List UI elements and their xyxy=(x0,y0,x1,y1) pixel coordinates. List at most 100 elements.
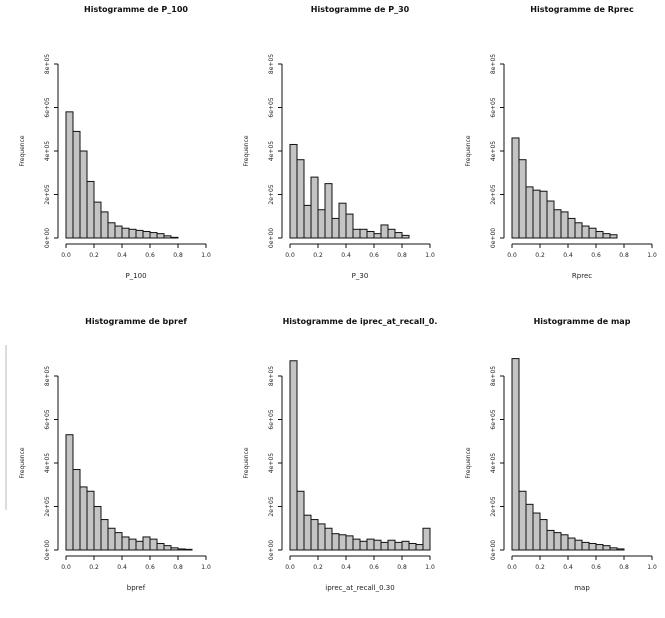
x-tick-label: 0.8 xyxy=(619,252,629,259)
histogram-bar xyxy=(72,130,81,239)
histogram-bar xyxy=(86,180,95,239)
x-tick-label: 0.0 xyxy=(61,252,71,259)
histogram-bar xyxy=(581,225,590,239)
histogram-panel-2: Histogramme de P_30 0.0 0.2 0.4 0.6 0.8 1.0 P_3… xyxy=(243,5,435,280)
histogram-bar xyxy=(303,204,312,239)
histogram-bar xyxy=(177,548,186,551)
y-tick-label: 8e+05 xyxy=(490,54,497,74)
histogram-bar xyxy=(86,490,95,551)
chart-title: Histogramme de map xyxy=(534,317,631,326)
x-tick-label: 0.8 xyxy=(397,252,407,259)
y-tick-label: 6e+05 xyxy=(490,409,497,429)
histogram-bar xyxy=(352,228,361,239)
y-tick-label: 4e+05 xyxy=(268,141,275,161)
histogram-bar xyxy=(518,159,527,239)
x-tick-label: 0.4 xyxy=(341,252,351,259)
y-tick-label: 2e+05 xyxy=(490,184,497,204)
x-tick-label: 1.0 xyxy=(425,252,435,259)
y-axis-label: Frequence xyxy=(19,135,26,166)
x-tick-label: 0.2 xyxy=(313,252,323,259)
y-tick-label: 8e+05 xyxy=(268,54,275,74)
histogram-bar xyxy=(602,545,611,551)
x-tick-label: 0.4 xyxy=(117,252,127,259)
histogram-bar xyxy=(310,519,319,551)
histogram-bar xyxy=(128,538,137,551)
histogram-bar xyxy=(546,529,555,551)
chart-title: Histogramme de P_100 xyxy=(84,5,188,14)
histogram-bar xyxy=(602,233,611,239)
histogram-bar xyxy=(546,200,555,239)
y-tick-label: 0e+00 xyxy=(490,228,497,248)
histogram-bar xyxy=(149,232,158,239)
histogram-bar xyxy=(135,540,144,551)
histogram-bar xyxy=(553,532,562,551)
histogram-bar xyxy=(380,541,389,551)
y-tick-label: 4e+05 xyxy=(490,141,497,161)
histogram-bar xyxy=(114,532,123,551)
histogram-bar xyxy=(303,514,312,551)
histogram-bar xyxy=(609,547,618,551)
histogram-bar xyxy=(121,536,130,551)
histogram-bar xyxy=(574,222,583,239)
histogram-bar xyxy=(107,222,116,239)
histogram-bar xyxy=(352,538,361,551)
y-tick-label: 8e+05 xyxy=(44,366,51,386)
histogram-bar xyxy=(65,111,74,239)
histogram-bar xyxy=(560,211,569,239)
histogram-bar xyxy=(616,548,625,551)
histogram-bar xyxy=(415,544,424,551)
histogram-bar xyxy=(525,186,534,239)
histogram-bar xyxy=(366,230,375,239)
histogram-bar xyxy=(65,434,74,551)
histogram-bar xyxy=(560,534,569,551)
histogram-bar xyxy=(121,227,130,239)
histogram-bar xyxy=(588,227,597,239)
x-tick-label: 1.0 xyxy=(647,252,657,259)
histogram-bar xyxy=(149,538,158,551)
x-tick-label: 0.8 xyxy=(173,252,183,259)
x-tick-label: 0.6 xyxy=(591,252,601,259)
y-tick-label: 0e+00 xyxy=(490,540,497,560)
histogram-bar xyxy=(595,544,604,551)
y-axis-label: Frequence xyxy=(243,135,250,166)
histogram-bar xyxy=(100,211,109,239)
histogram-bar xyxy=(324,183,333,239)
histogram-bar xyxy=(317,209,326,239)
histogram-bar xyxy=(79,150,88,239)
histogram-bar xyxy=(366,538,375,551)
y-tick-label: 8e+05 xyxy=(268,366,275,386)
histogram-bar xyxy=(289,143,298,239)
chart-title: Histogramme de bpref xyxy=(85,317,187,326)
histogram-bar xyxy=(539,190,548,239)
y-tick-label: 2e+05 xyxy=(268,496,275,516)
x-tick-label: 0.0 xyxy=(285,252,295,259)
y-axis-label: Frequence xyxy=(19,447,26,478)
y-tick-label: 2e+05 xyxy=(44,184,51,204)
x-tick-label: 0.6 xyxy=(369,252,379,259)
y-tick-label: 2e+05 xyxy=(490,496,497,516)
x-tick-label: 0.2 xyxy=(535,564,545,571)
x-tick-label: 0.0 xyxy=(507,564,517,571)
histogram-bar xyxy=(518,490,527,551)
x-tick-label: 0.2 xyxy=(89,252,99,259)
y-axis-label: Frequence xyxy=(243,447,250,478)
x-tick-label: 0.2 xyxy=(535,252,545,259)
y-tick-label: 2e+05 xyxy=(268,184,275,204)
histogram-panel-6: Histogramme de map 0.0 0.2 0.4 0.6 0.8 1.0 map 0… xyxy=(465,317,657,592)
y-tick-label: 6e+05 xyxy=(44,97,51,117)
chart-title: Histogramme de Rprec xyxy=(530,5,634,14)
x-tick-label: 0.8 xyxy=(173,564,183,571)
y-tick-label: 2e+05 xyxy=(44,496,51,516)
histogram-bar xyxy=(574,539,583,551)
histogram-bar xyxy=(581,541,590,551)
y-tick-label: 6e+05 xyxy=(268,97,275,117)
histogram-bar xyxy=(511,358,520,551)
y-tick-label: 6e+05 xyxy=(490,97,497,117)
y-tick-label: 4e+05 xyxy=(268,453,275,473)
x-axis-label: map xyxy=(574,584,590,592)
y-tick-label: 0e+00 xyxy=(44,540,51,560)
y-tick-label: 0e+00 xyxy=(268,540,275,560)
histogram-bar xyxy=(567,217,576,239)
y-tick-label: 4e+05 xyxy=(44,141,51,161)
histogram-bar xyxy=(387,228,396,239)
